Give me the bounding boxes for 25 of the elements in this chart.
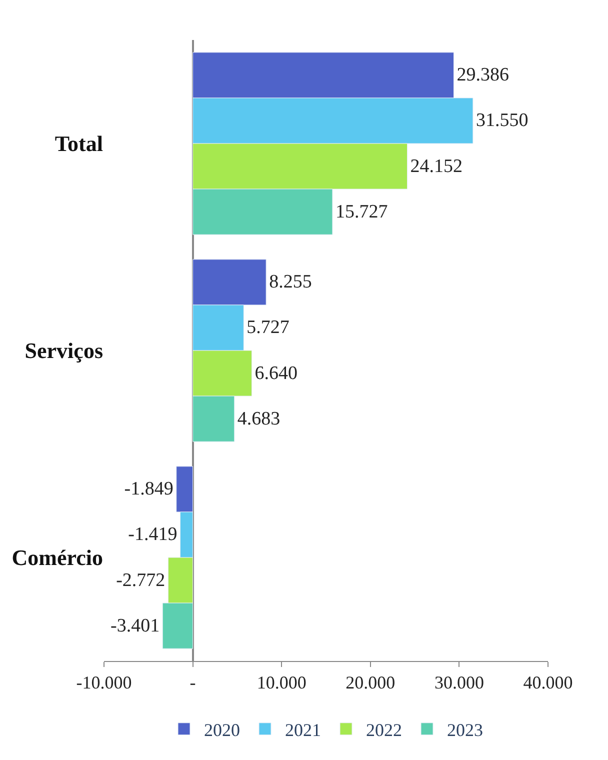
data-label: 24.152 [410,156,463,177]
legend-label: 2021 [285,720,321,740]
legend-label: 2020 [204,720,240,740]
y-tick-label: Total [54,131,103,156]
data-label: 31.550 [476,110,528,132]
x-tick-label: 30.000 [434,672,484,693]
data-label: 5.727 [246,317,290,338]
data-label: 6.640 [254,362,298,384]
legend-label: 2022 [366,720,402,740]
data-label: -1.419 [128,524,178,546]
data-label: 15.727 [335,201,388,222]
data-label: -1.849 [124,478,174,500]
x-tick-label: -10.000 [76,672,132,693]
data-label: -3.401 [110,615,160,636]
data-label: 8.255 [269,272,312,293]
x-tick-label: 40.000 [523,672,573,693]
x-tick-label: 10.000 [256,672,306,693]
data-label: 4.683 [237,408,280,430]
data-label: -2.772 [116,570,166,591]
x-tick-label: 20.000 [346,672,396,693]
y-tick-label: Serviços [24,338,104,364]
y-tick-label: Comércio [12,545,103,570]
data-label: 29.386 [456,64,509,86]
x-tick-label: - [190,672,196,693]
legend-label: 2023 [447,720,483,740]
